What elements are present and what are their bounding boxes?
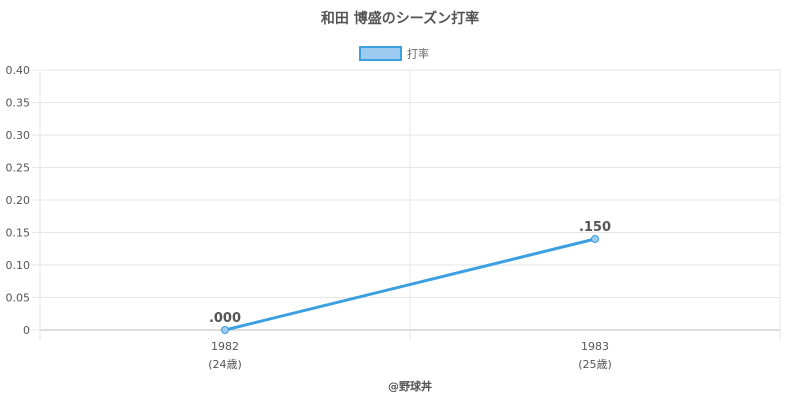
- y-tick-label: 0.20: [6, 194, 31, 207]
- y-tick-label: 0.25: [6, 162, 31, 175]
- y-tick-label: 0.35: [6, 97, 31, 110]
- y-tick-label: 0.40: [6, 64, 31, 77]
- x-tick-label: 1982: [211, 340, 239, 353]
- y-tick-label: 0.15: [6, 227, 31, 240]
- y-axis: 0 0.05 0.10 0.15 0.20 0.25 0.30 0.35 0.40: [6, 64, 31, 337]
- chart-title: 和田 博盛のシーズン打率: [321, 10, 479, 27]
- y-tick-label: 0.30: [6, 129, 31, 142]
- data-label: .150: [579, 220, 611, 235]
- legend-swatch: [359, 46, 402, 61]
- y-tick-label: 0.05: [6, 292, 31, 305]
- grid: [32, 69, 781, 340]
- series-line: [224, 237, 596, 332]
- data-point: [591, 235, 599, 243]
- y-tick-label: 0.10: [6, 259, 31, 272]
- legend[interactable]: 打率: [359, 46, 429, 61]
- x-tick-sublabel: (24歳): [208, 358, 242, 371]
- legend-label: 打率: [407, 47, 429, 61]
- y-tick-label: 0: [23, 324, 30, 337]
- x-tick-label: 1983: [581, 340, 609, 353]
- x-tick-sublabel: (25歳): [578, 358, 612, 371]
- data-label: .000: [209, 311, 241, 326]
- series-batting-average: .000 .150: [209, 220, 611, 334]
- data-point: [221, 326, 229, 334]
- x-axis: 1982 (24歳) 1983 (25歳): [208, 340, 612, 371]
- credit-text: @野球丼: [388, 379, 432, 393]
